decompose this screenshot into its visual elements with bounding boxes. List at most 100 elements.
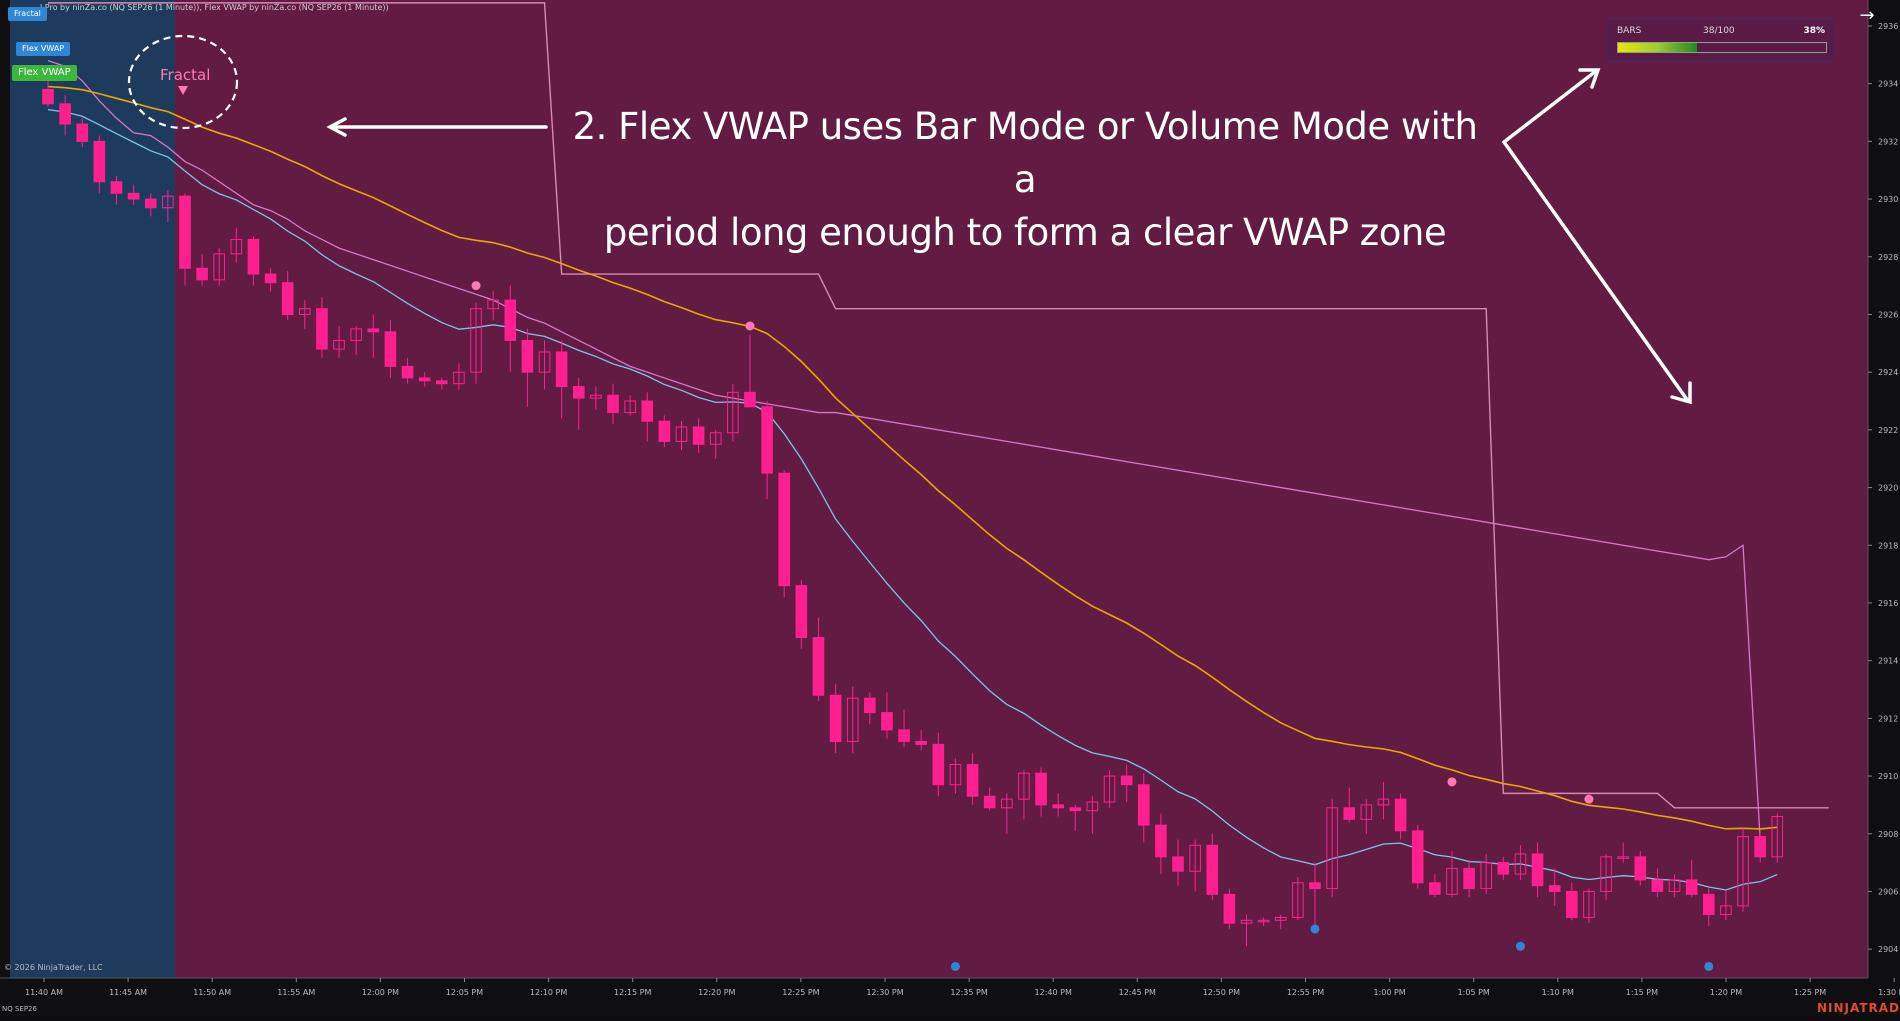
candle-body <box>1257 919 1270 923</box>
y-tick-label: 2910 <box>1878 772 1898 781</box>
x-tick-label: 12:30 PM <box>866 988 903 997</box>
candle-body <box>110 181 123 194</box>
candle-body <box>487 299 499 310</box>
candle-body <box>1600 856 1612 892</box>
y-tick-label: 2928 <box>1878 253 1898 262</box>
candle-body <box>1531 853 1544 887</box>
fractal-up-marker <box>1447 777 1457 787</box>
candle-body <box>1000 798 1013 809</box>
candle-body <box>504 299 517 341</box>
candle-body <box>1566 890 1578 918</box>
candle-body <box>1463 867 1475 890</box>
candle-body <box>230 238 243 255</box>
upper-vwap-line <box>47 59 1761 840</box>
fractal-down-marker <box>1704 961 1714 971</box>
candle-body <box>1103 775 1116 803</box>
candle-body <box>1360 804 1373 820</box>
candle-body <box>1377 798 1390 806</box>
fractal-highlight-circle <box>127 34 239 130</box>
y-tick-label: 2922 <box>1878 426 1898 435</box>
candle-body <box>1343 807 1356 820</box>
candle-body <box>1754 836 1766 858</box>
y-tick-label: 2914 <box>1878 657 1898 666</box>
x-tick-label: 11:50 AM <box>193 988 231 997</box>
bars-progress-fill <box>1618 43 1698 52</box>
copyright: © 2026 NinjaTrader, LLC <box>4 963 103 972</box>
fractal-down-marker <box>950 961 960 971</box>
y-tick-label: 2908 <box>1878 830 1898 839</box>
candle-body <box>127 192 140 200</box>
candle-body <box>1720 905 1732 916</box>
candle-body <box>1018 772 1030 800</box>
y-tick-label: 2924 <box>1878 368 1898 377</box>
legend-tag-fractal[interactable]: Fractal <box>8 7 47 21</box>
mid-vwap-line <box>47 85 1778 830</box>
candle-body <box>624 400 636 414</box>
candle-body <box>1497 862 1510 875</box>
candle-body <box>418 377 431 382</box>
y-tick-label: 2916 <box>1878 599 1898 608</box>
candle-body <box>1309 882 1321 890</box>
x-tick-label: 12:20 PM <box>698 988 735 997</box>
x-tick-label: 12:10 PM <box>530 988 567 997</box>
candle-body <box>384 331 397 367</box>
candle-body <box>1514 853 1527 875</box>
y-tick-label: 2926 <box>1878 310 1898 319</box>
candle-body <box>1548 885 1561 892</box>
y-tick-label: 2932 <box>1878 137 1898 146</box>
candle-body <box>1240 919 1253 924</box>
candle-body <box>778 472 791 587</box>
candle-body <box>590 394 602 399</box>
candle-body <box>1771 815 1784 858</box>
candle-body <box>607 394 619 414</box>
candle-body <box>1172 856 1184 872</box>
fractal-label: Fractal <box>160 66 210 84</box>
candle-body <box>162 195 174 209</box>
legend-tag-flex-vwap-1[interactable]: Flex VWAP <box>16 42 71 56</box>
candle-body <box>1137 784 1150 826</box>
candle-body <box>949 764 962 786</box>
candle-body <box>247 238 260 275</box>
candle-body <box>1668 879 1681 892</box>
candle-body <box>915 740 928 745</box>
candle-body <box>692 426 705 445</box>
x-tick-label: 12:45 PM <box>1119 988 1156 997</box>
indicator-title-strip: l Pro by ninZa.co (NQ SEP26 (1 Minute)),… <box>40 3 389 12</box>
x-tick-label: 12:50 PM <box>1203 988 1240 997</box>
candle-body <box>864 697 876 714</box>
x-tick-label: 12:40 PM <box>1035 988 1072 997</box>
y-tick-label: 2918 <box>1878 541 1898 550</box>
instrument-label: NQ SEP26 <box>2 1005 37 1013</box>
x-tick-label: 12:35 PM <box>950 988 987 997</box>
candle-body <box>76 123 89 142</box>
candle-body <box>1702 893 1715 916</box>
candle-body <box>1069 807 1082 812</box>
candle-body <box>572 386 585 399</box>
candle-body <box>401 365 414 379</box>
y-tick-label: 2936 <box>1878 22 1898 31</box>
x-tick-label: 12:25 PM <box>782 988 819 997</box>
shaded-zone <box>10 0 175 978</box>
candle-body <box>966 764 979 797</box>
x-tick-label: 11:40 AM <box>25 988 63 997</box>
candle-body <box>641 400 654 422</box>
annotation-arrow-left-head <box>326 117 347 137</box>
legend-tag-flex-vwap-2[interactable]: Flex VWAP <box>12 65 77 81</box>
candle-body <box>1429 882 1441 895</box>
candle-body <box>299 308 311 315</box>
annotation-line-1: 2. Flex VWAP uses Bar Mode or Volume Mod… <box>572 105 1478 201</box>
candle-body <box>42 88 54 105</box>
candle-body <box>1086 801 1099 812</box>
arrow-right-icon[interactable]: → <box>1859 5 1875 26</box>
candle-body <box>1394 798 1407 832</box>
x-tick-label: 1:00 PM <box>1373 988 1405 997</box>
candle-body <box>1120 775 1133 786</box>
candle-body <box>1685 879 1698 895</box>
annotation-text: 2. Flex VWAP uses Bar Mode or Volume Mod… <box>570 100 1480 259</box>
candle-body <box>983 795 996 809</box>
candle-body <box>1035 772 1047 806</box>
bars-percent: 38% <box>1803 26 1825 36</box>
candle-body <box>333 339 345 350</box>
